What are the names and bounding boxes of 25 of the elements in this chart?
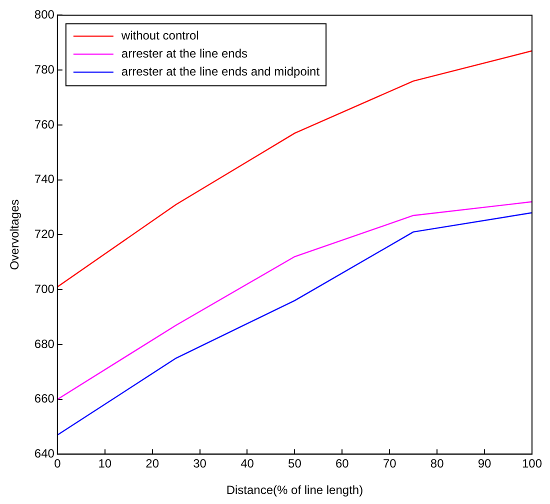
x-tick-label: 50: [288, 456, 302, 471]
y-tick-label: 780: [34, 62, 55, 76]
x-tick-label: 40: [240, 456, 254, 471]
y-tick-label: 720: [34, 227, 55, 242]
x-tick-label: 80: [430, 456, 444, 471]
y-axis-title: Overvoltages: [8, 199, 22, 270]
x-tick-label: 30: [193, 456, 207, 471]
y-tick-label: 800: [34, 8, 55, 22]
y-tick-label: 700: [34, 282, 55, 296]
x-tick-label: 90: [478, 456, 492, 471]
x-tick-label: 70: [382, 456, 397, 471]
x-axis-title: Distance(% of line length): [226, 483, 364, 498]
y-tick-label: 740: [34, 172, 55, 186]
x-tick-label: 60: [335, 456, 350, 471]
legend-label: arrester at the line ends: [121, 46, 248, 61]
legend-label: without control: [120, 28, 199, 43]
x-tick-label: 10: [98, 456, 112, 471]
x-tick-label: 20: [146, 456, 160, 471]
y-tick-label: 640: [34, 446, 55, 461]
y-tick-label: 680: [34, 336, 55, 351]
x-tick-label: 0: [54, 456, 62, 471]
legend-label: arrester at the line ends and midpoint: [121, 64, 320, 79]
x-tick-label: 100: [522, 456, 542, 471]
y-tick-label: 660: [34, 392, 55, 406]
y-tick-label: 760: [34, 117, 55, 132]
